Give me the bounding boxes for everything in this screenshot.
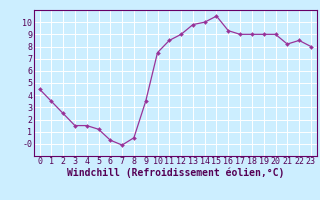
X-axis label: Windchill (Refroidissement éolien,°C): Windchill (Refroidissement éolien,°C): [67, 168, 284, 178]
